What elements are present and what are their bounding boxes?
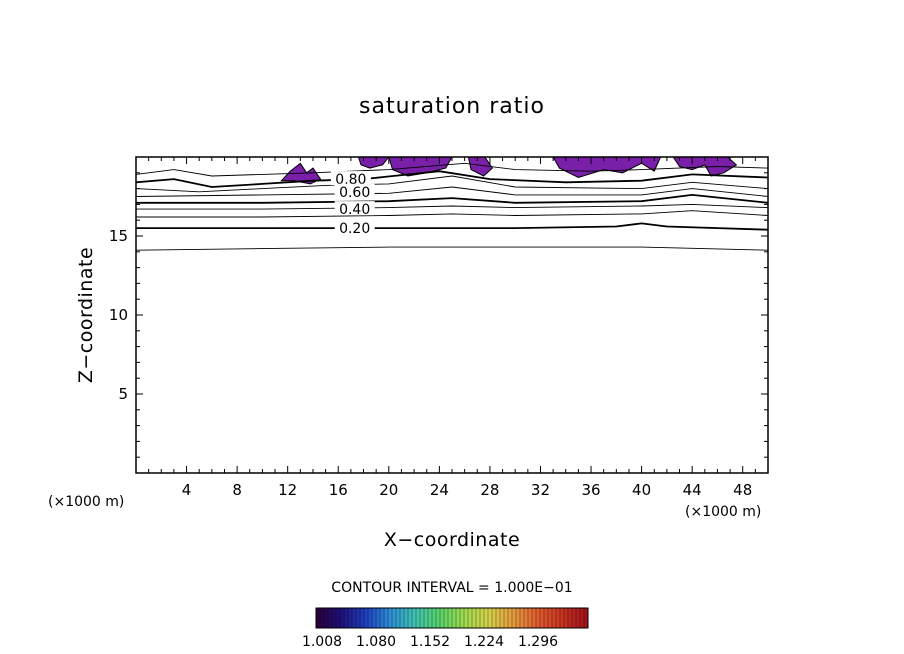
colorbar-tick-label: 1.224 [464,634,504,650]
x-tick-label: 16 [329,481,348,499]
x-tick-label: 24 [430,481,449,499]
x-unit-label-right: (×1000 m) [685,504,761,520]
x-tick-label: 8 [232,481,242,499]
y-tick-label: 10 [109,306,128,324]
colorbar: 1.008 1.080 1.152 1.224 1.296 [302,607,589,650]
contour-line [135,186,769,197]
contour-line [136,203,769,210]
contour-line [136,193,769,204]
x-tick-label: 12 [278,481,297,499]
plot-frame [135,156,769,474]
contour-line [135,175,769,193]
colorbar-tick-label: 1.296 [518,634,558,650]
colorbar-tick-label: 1.152 [410,634,450,650]
x-tick-label: 20 [379,481,398,499]
contour-label-bg [334,220,375,235]
contour-label-bg [334,201,375,216]
contour-label-bg [330,171,371,186]
y-axis-label: Z−coordinate [75,247,97,383]
y-tick-label: 5 [118,385,128,403]
x-axis-label: X−coordinate [384,529,520,551]
contour-label-bg [334,183,375,198]
x-unit-label-left: (×1000 m) [48,494,124,510]
x-tick-label: 32 [531,481,550,499]
contour-line [135,170,769,188]
contour-label: 0.60 [339,185,370,201]
plot-area: 0.800.600.400.20 [135,156,769,251]
contour-interval-text: CONTOUR INTERVAL = 1.000E−01 [331,580,572,596]
y-tick-label: 15 [109,227,128,245]
colorbar-tick-label: 1.008 [302,634,342,650]
x-tick-label: 28 [480,481,499,499]
x-tick-label: 4 [182,481,192,499]
x-tick-label: 44 [683,481,702,499]
x-tick-label: 36 [581,481,600,499]
contour-line [135,162,769,177]
contour-line [136,210,769,218]
x-tick-label: 48 [733,481,752,499]
contour-line [135,246,769,251]
contour-line [136,222,769,231]
supersaturation-region [552,156,662,179]
colorbar-tick-label: 1.080 [356,634,396,650]
contour-label: 0.40 [339,202,370,218]
x-tick-label: 40 [632,481,651,499]
chart-title: saturation ratio [359,94,545,119]
contour-label: 0.20 [339,221,370,237]
